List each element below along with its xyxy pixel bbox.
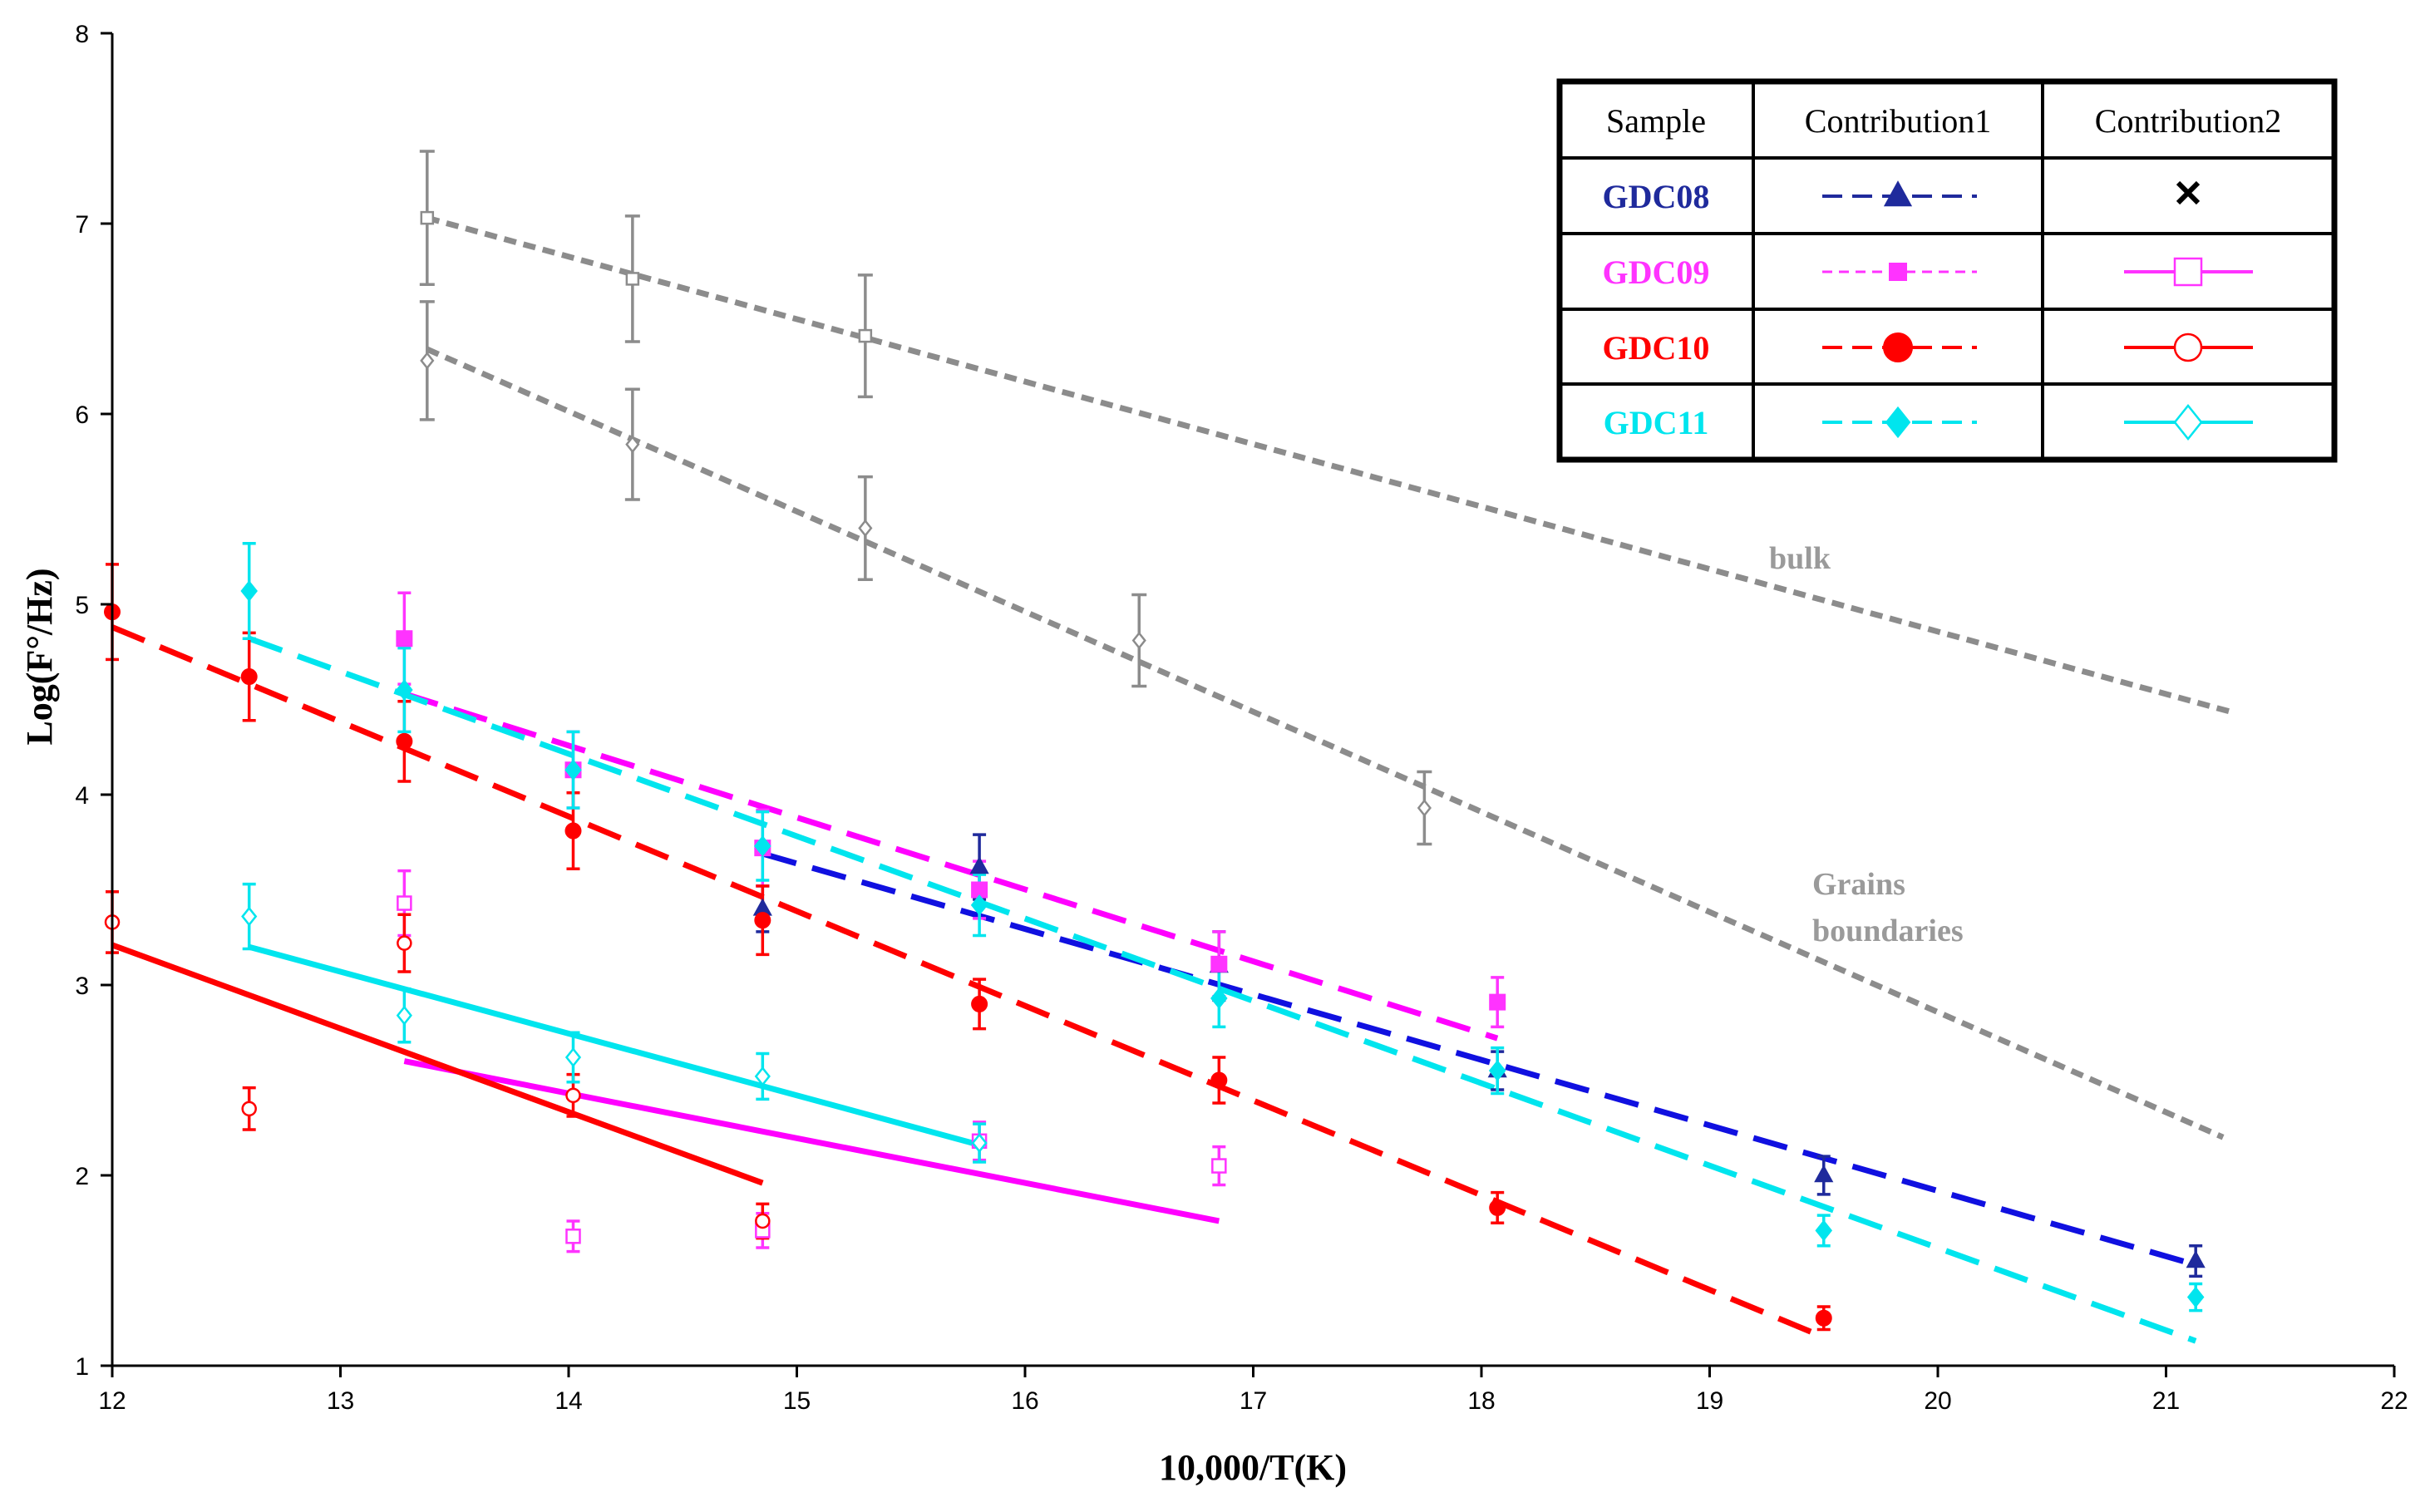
bulk-point <box>625 272 640 286</box>
gdc10-contribution1-point <box>396 732 413 750</box>
legend-gdc09-c2-marker <box>2173 257 2203 287</box>
gdc11-contribution2-point <box>396 1005 412 1026</box>
grains-boundaries-point <box>625 435 640 454</box>
x-tick-label: 12 <box>98 1387 126 1415</box>
legend-sample-gdc08: GDC08 <box>1603 178 1710 215</box>
gdc08-c1-fit-line <box>762 850 2197 1268</box>
gdc10-contribution2-point <box>755 1213 771 1229</box>
legend-sample-gdc09: GDC09 <box>1603 254 1710 291</box>
legend-header-sample: Sample <box>1606 102 1706 140</box>
gdc11-contribution2-point <box>754 1066 771 1086</box>
gdc10-contribution1-point <box>1815 1309 1832 1327</box>
annotation-boundaries: boundaries <box>1812 914 1964 948</box>
x-tick-label: 17 <box>1240 1387 1267 1415</box>
x-tick-label: 14 <box>554 1387 582 1415</box>
bulk-fit-line <box>426 214 2235 716</box>
fit-lines <box>111 214 2235 1344</box>
y-axis-title: Log(F°/Hz) <box>19 568 60 745</box>
gdc09-contribution1-point <box>1210 955 1228 973</box>
gdc09-contribution1-point <box>396 630 413 648</box>
gdc08-contribution1-point <box>969 856 989 874</box>
x-tick-label: 15 <box>783 1387 811 1415</box>
gdc11-contribution2-point <box>971 1133 988 1154</box>
gdc11-c1-fit-line <box>248 635 2197 1344</box>
legend-gdc10-c1-marker <box>1883 332 1913 362</box>
gdc09-contribution2-point <box>1211 1158 1227 1174</box>
gdc11-contribution2-point <box>241 906 258 927</box>
gdc10-contribution1-point <box>1489 1199 1506 1216</box>
gdc11-c2-fit-line <box>248 943 981 1148</box>
y-tick-label: 1 <box>75 1353 89 1381</box>
grains-boundaries-point <box>1131 631 1146 650</box>
gdc10-contribution2-point <box>397 935 412 951</box>
gdc11-contribution2-point <box>564 1047 582 1068</box>
y-tick-label: 8 <box>75 21 89 48</box>
y-tick-label: 3 <box>75 973 89 1000</box>
legend-gdc11-c1-marker <box>1885 406 1911 439</box>
x-tick-label: 19 <box>1696 1387 1723 1415</box>
gdc11-contribution1-point <box>564 759 582 781</box>
gdc10-contribution1-point <box>754 912 771 929</box>
y-tick-label: 2 <box>75 1163 89 1190</box>
gdc11-contribution1-point <box>240 580 258 602</box>
grains-boundaries-point <box>858 519 873 538</box>
data-markers <box>104 210 2206 1327</box>
gdc10-contribution1-point <box>1210 1071 1228 1089</box>
legend-header-contribution1: Contribution1 <box>1805 102 1991 140</box>
gdc09-contribution2-point <box>565 1229 581 1244</box>
x-tick-label: 20 <box>1924 1387 1951 1415</box>
gdc09-c2-fit-line <box>403 1058 1220 1224</box>
gdc10-c2-fit-line <box>111 942 764 1186</box>
legend-gdc08-c1-marker <box>1883 180 1913 207</box>
gdc11-contribution1-point <box>970 894 988 916</box>
gdc09-contribution2-point <box>397 895 412 911</box>
bulk-point <box>858 328 873 343</box>
gdc11-contribution1-point <box>1815 1219 1833 1242</box>
legend-gdc11-c2-marker <box>2173 403 2203 441</box>
annotation-bulk: bulk <box>1769 541 1831 576</box>
gdc11-contribution1-point <box>754 835 771 857</box>
gdc11-contribution1-point <box>1488 1060 1506 1081</box>
y-tick-label: 7 <box>75 211 89 239</box>
grains-boundaries-point <box>1417 799 1432 817</box>
y-tick-label: 6 <box>75 401 89 429</box>
gdc09-c1-fit-line <box>403 691 1499 1042</box>
bulk-point <box>420 210 435 225</box>
y-tick-label: 5 <box>75 592 89 619</box>
legend-sample-gdc10: GDC10 <box>1603 329 1710 367</box>
gdc11-contribution1-point <box>396 679 413 701</box>
gdc11-contribution1-point <box>2186 1286 2205 1308</box>
x-tick-label: 18 <box>1467 1387 1495 1415</box>
y-tick-label: 4 <box>75 782 89 810</box>
legend-sample-gdc11: GDC11 <box>1604 404 1709 441</box>
x-tick-label: 21 <box>2152 1387 2180 1415</box>
gdc08-contribution1-point <box>2186 1250 2206 1268</box>
x-tick-label: 16 <box>1011 1387 1038 1415</box>
legend-gdc08-c2-marker <box>2176 180 2201 205</box>
legend-gdc10-c2-marker <box>2173 332 2203 362</box>
gdc10-contribution2-point <box>241 1101 257 1117</box>
gdc10-contribution2-point <box>565 1087 581 1104</box>
gdc10-contribution1-point <box>564 822 582 840</box>
grain-boundaries-fit-line <box>426 346 2225 1140</box>
gdc10-contribution1-point <box>971 995 988 1012</box>
legend-header-contribution2: Contribution2 <box>2095 102 2281 140</box>
annotation-grains: Grains <box>1812 867 1905 902</box>
legend-table: Sample Contribution1 Contribution2 GDC08… <box>1556 78 2338 463</box>
gdc11-contribution1-point <box>1210 987 1228 1009</box>
x-tick-label: 22 <box>2380 1387 2408 1415</box>
gdc09-contribution1-point <box>1489 993 1506 1011</box>
gdc10-contribution1-point <box>240 668 258 686</box>
x-tick-label: 13 <box>327 1387 354 1415</box>
gdc08-contribution1-point <box>1814 1165 1834 1183</box>
x-axis-title: 10,000/T(K) <box>1159 1447 1347 1488</box>
grains-boundaries-point <box>420 352 435 370</box>
legend-gdc09-c1-marker <box>1889 263 1907 281</box>
